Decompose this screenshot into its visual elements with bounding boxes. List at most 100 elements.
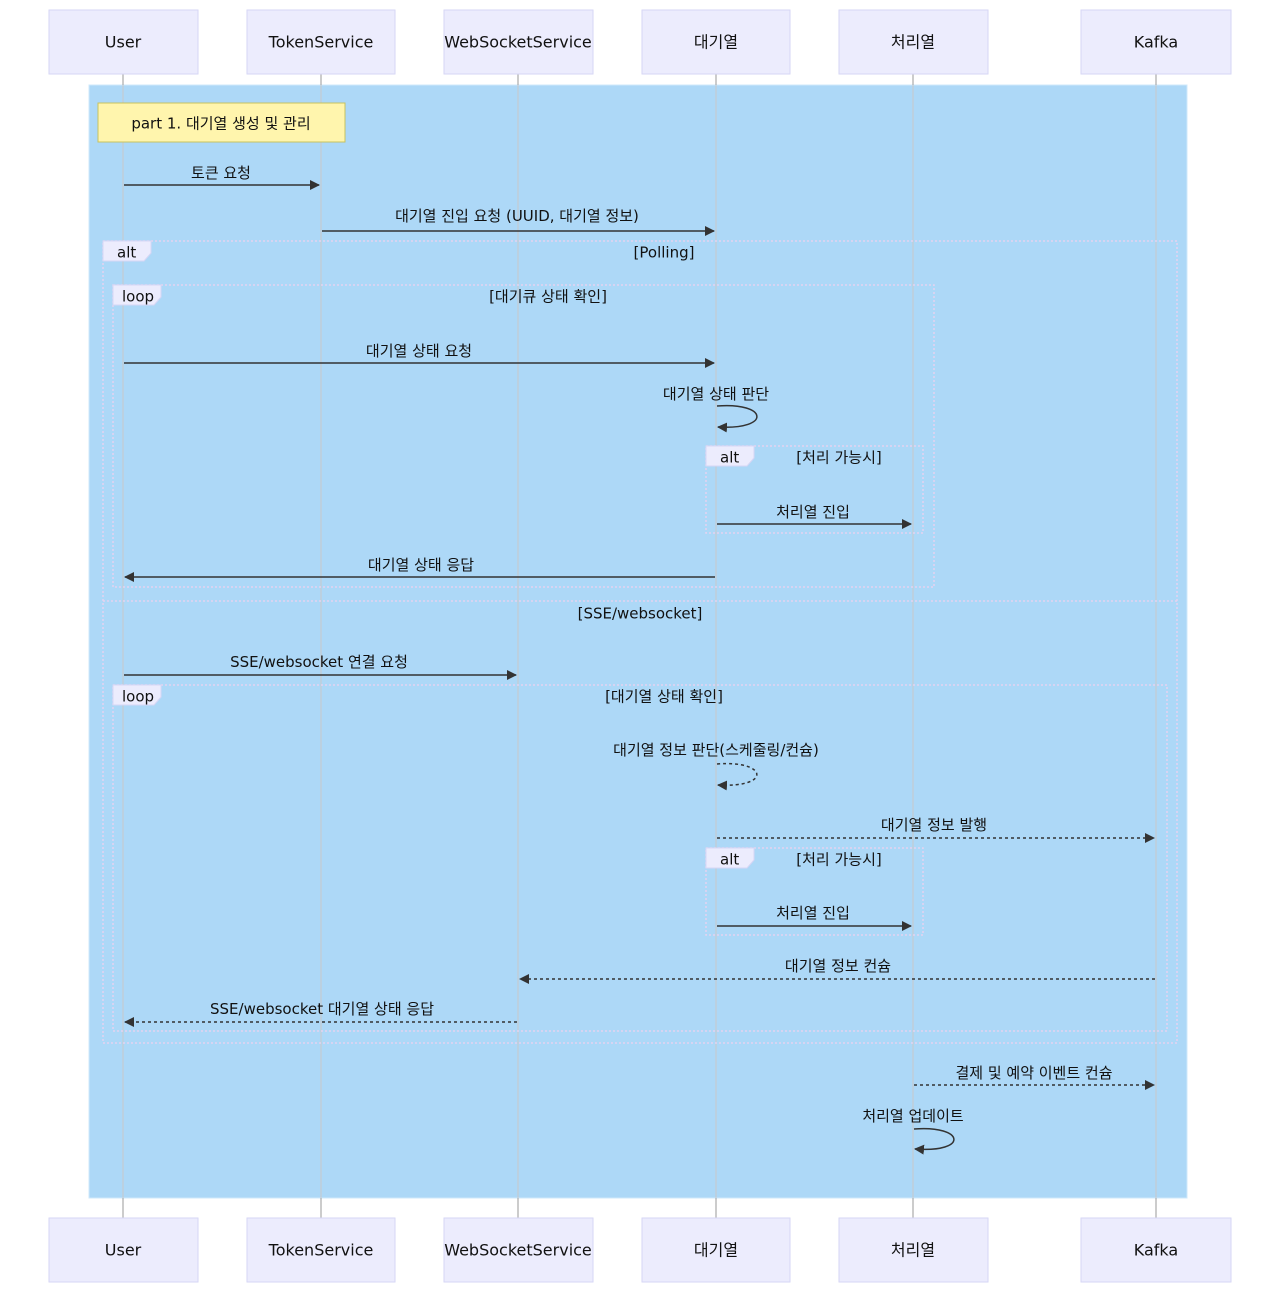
actor-ws-bottom[interactable]: WebSocketService bbox=[443, 1217, 594, 1283]
actor-box bbox=[1080, 1217, 1232, 1283]
message-queue-status-judge: 대기열 상태 판단 bbox=[663, 385, 769, 433]
note-text: part 1. 대기열 생성 및 관리 bbox=[131, 115, 310, 133]
frame-label: alt bbox=[720, 449, 739, 467]
frame-border bbox=[705, 445, 924, 534]
actor-box bbox=[48, 9, 199, 75]
actor-box bbox=[641, 9, 791, 75]
actor-queue-top[interactable]: 대기열 bbox=[641, 9, 791, 75]
message-label: 대기열 정보 발행 bbox=[881, 816, 987, 834]
frame-loop-sse: loop [대기열 상태 확인] bbox=[112, 684, 1168, 1032]
frame-tab bbox=[705, 445, 755, 467]
actor-label: 대기열 bbox=[694, 1241, 738, 1260]
actor-label: User bbox=[105, 33, 142, 52]
part-background bbox=[88, 84, 1188, 1199]
actor-proc-top[interactable]: 처리열 bbox=[838, 9, 989, 75]
part-note: part 1. 대기열 생성 및 관리 bbox=[97, 102, 346, 143]
actor-user-top[interactable]: User bbox=[48, 9, 199, 75]
message-label: SSE/websocket 연결 요청 bbox=[230, 653, 408, 671]
message-process-entry-1: 처리열 진입 bbox=[717, 503, 912, 529]
actor-token-top[interactable]: TokenService bbox=[246, 9, 396, 75]
frame-border bbox=[102, 240, 1178, 1044]
message-label: 대기열 상태 판단 bbox=[663, 385, 769, 403]
frame-tab bbox=[112, 684, 162, 706]
message-label: 대기열 상태 응답 bbox=[368, 556, 474, 574]
frame-label: loop bbox=[122, 288, 154, 306]
actor-label: User bbox=[105, 1241, 142, 1260]
actor-label: 처리열 bbox=[891, 33, 935, 52]
message-payment-event-consume: 결제 및 예약 이벤트 컨슘 bbox=[914, 1064, 1155, 1090]
actor-kafka-top[interactable]: Kafka bbox=[1080, 9, 1232, 75]
message-self-arrow bbox=[913, 1127, 955, 1155]
note-box bbox=[97, 102, 346, 143]
actor-label: 대기열 bbox=[694, 33, 738, 52]
actor-label: WebSocketService bbox=[444, 33, 592, 52]
message-sse-connect-request: SSE/websocket 연결 요청 bbox=[124, 653, 517, 680]
message-label: 처리열 진입 bbox=[776, 503, 850, 521]
message-self-arrow bbox=[716, 404, 758, 433]
message-self-arrow bbox=[716, 762, 758, 791]
messages: 토큰 요청 대기열 진입 요청 (UUID, 대기열 정보) 대기열 상태 요청… bbox=[124, 164, 1155, 1155]
actor-label: TokenService bbox=[268, 1241, 374, 1260]
message-label: 대기열 정보 컨슘 bbox=[785, 957, 891, 975]
actor-label: Kafka bbox=[1134, 33, 1178, 52]
message-queue-status-response: 대기열 상태 응답 bbox=[124, 556, 715, 582]
message-label: 대기열 정보 판단(스케줄링/컨슘) bbox=[613, 741, 819, 759]
actor-token-bottom[interactable]: TokenService bbox=[246, 1217, 396, 1283]
frame-tab bbox=[705, 847, 755, 869]
message-queue-info-judge: 대기열 정보 판단(스케줄링/컨슘) bbox=[613, 741, 819, 791]
actors-bottom: User TokenService WebSocketService 대기열 처… bbox=[48, 1217, 1232, 1283]
message-label: SSE/websocket 대기열 상태 응답 bbox=[210, 1000, 434, 1018]
message-label: 결제 및 예약 이벤트 컨슘 bbox=[955, 1064, 1112, 1082]
actor-box bbox=[838, 1217, 989, 1283]
message-queue-info-consume: 대기열 정보 컨슘 bbox=[519, 957, 1155, 984]
actor-box bbox=[246, 9, 396, 75]
frame-label: alt bbox=[720, 851, 739, 869]
frame-condition: [처리 가능시] bbox=[796, 851, 881, 869]
actor-box bbox=[838, 9, 989, 75]
frame-tab bbox=[102, 240, 152, 262]
actor-label: Kafka bbox=[1134, 1241, 1178, 1260]
message-label: 대기열 진입 요청 (UUID, 대기열 정보) bbox=[395, 207, 639, 225]
actor-queue-bottom[interactable]: 대기열 bbox=[641, 1217, 791, 1283]
frame-condition: [처리 가능시] bbox=[796, 449, 881, 467]
message-queue-status-request: 대기열 상태 요청 bbox=[124, 342, 715, 368]
frame-alt-inner-1: alt [처리 가능시] bbox=[705, 445, 924, 534]
message-process-update: 처리열 업데이트 bbox=[862, 1107, 964, 1155]
frame-alt-inner-2: alt [처리 가능시] bbox=[705, 847, 924, 936]
frame-alt-outer: alt [Polling] [SSE/websocket] bbox=[102, 240, 1178, 1044]
actor-label: 처리열 bbox=[891, 1241, 935, 1260]
message-sse-status-response: SSE/websocket 대기열 상태 응답 bbox=[124, 1000, 517, 1027]
frame-label: loop bbox=[122, 688, 154, 706]
message-token-request: 토큰 요청 bbox=[124, 164, 320, 190]
actor-box bbox=[641, 1217, 791, 1283]
message-label: 처리열 진입 bbox=[776, 904, 850, 922]
message-process-entry-2: 처리열 진입 bbox=[717, 904, 912, 931]
frame-tab bbox=[112, 284, 162, 306]
actor-user-bottom[interactable]: User bbox=[48, 1217, 199, 1283]
actor-label: TokenService bbox=[268, 33, 374, 52]
message-label: 처리열 업데이트 bbox=[862, 1107, 964, 1125]
message-queue-info-publish: 대기열 정보 발행 bbox=[717, 816, 1155, 843]
lifelines bbox=[122, 74, 1157, 1218]
frame-label: alt bbox=[117, 244, 136, 262]
frame-condition: [대기열 상태 확인] bbox=[605, 688, 723, 706]
frame-border bbox=[112, 284, 935, 588]
actor-proc-bottom[interactable]: 처리열 bbox=[838, 1217, 989, 1283]
actor-ws-top[interactable]: WebSocketService bbox=[443, 9, 594, 75]
actor-box bbox=[443, 9, 594, 75]
frame-condition: [SSE/websocket] bbox=[578, 605, 703, 623]
actor-label: WebSocketService bbox=[444, 1241, 592, 1260]
frame-condition: [대기큐 상태 확인] bbox=[489, 288, 607, 306]
actors-top: User TokenService WebSocketService 대기열 처… bbox=[48, 9, 1232, 75]
frame-border bbox=[705, 847, 924, 936]
message-label: 토큰 요청 bbox=[191, 164, 251, 182]
actor-box bbox=[1080, 9, 1232, 75]
message-label: 대기열 상태 요청 bbox=[366, 342, 472, 360]
actor-box bbox=[48, 1217, 199, 1283]
actor-box bbox=[443, 1217, 594, 1283]
actor-kafka-bottom[interactable]: Kafka bbox=[1080, 1217, 1232, 1283]
message-queue-entry-request: 대기열 진입 요청 (UUID, 대기열 정보) bbox=[322, 207, 715, 236]
frame-loop-polling: loop [대기큐 상태 확인] bbox=[112, 284, 935, 588]
frame-condition: [Polling] bbox=[634, 244, 695, 262]
